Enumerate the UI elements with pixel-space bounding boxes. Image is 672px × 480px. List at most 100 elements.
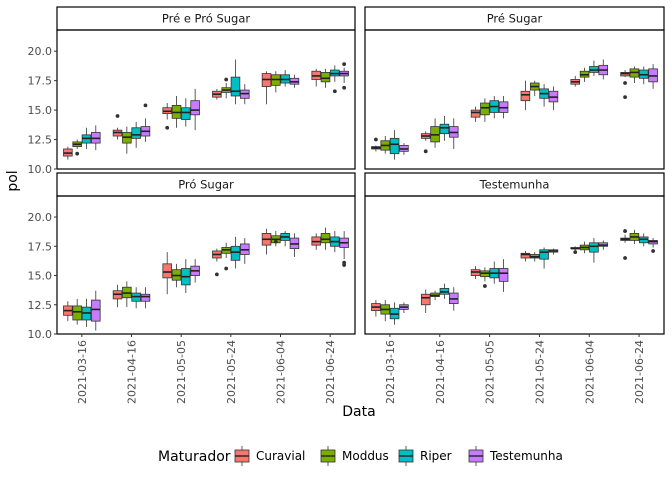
panel-border (364, 195, 665, 335)
box-iqr (420, 293, 431, 306)
x-tick-label: 2021-04-16 (126, 340, 139, 404)
box-curavial (162, 103, 172, 130)
box-moddus (430, 118, 440, 148)
box-riper (280, 231, 290, 247)
outlier-point (342, 62, 347, 67)
box-curavial (570, 246, 581, 255)
box-curavial (520, 80, 531, 111)
facet-panel: Pré e Pró Sugar 10.0 12.5 15.0 17.5 20.0 (28, 6, 356, 176)
box-riper (81, 298, 92, 327)
box-curavial (63, 146, 73, 160)
box-testemunha (240, 238, 250, 264)
box-riper (131, 287, 141, 309)
outlier-point (342, 85, 347, 90)
box-curavial (112, 114, 123, 140)
box-moddus (380, 136, 391, 154)
box-testemunha (339, 231, 349, 267)
box-iqr (320, 72, 331, 83)
x-tick-label: 2021-05-24 (225, 340, 238, 404)
box-curavial (620, 229, 630, 260)
outlier-point (332, 89, 337, 94)
x-tick-label: 2021-05-05 (175, 340, 188, 404)
box-curavial (371, 137, 381, 152)
box-iqr (470, 109, 481, 118)
y-tick-label: 10.0 (28, 328, 53, 341)
outlier-point (224, 77, 229, 82)
facet-strip-label: Testemunha (479, 178, 550, 192)
box-testemunha (548, 248, 559, 255)
box-iqr (72, 305, 82, 321)
facet-panel: Pró Sugar 10.0 12.5 15.0 17.5 20.0 2021-03-16 2… (28, 172, 356, 404)
outlier-point (273, 239, 278, 244)
box-iqr (589, 242, 599, 253)
box-iqr (520, 252, 531, 259)
legend-title: Maturador (158, 449, 231, 465)
box-riper (389, 130, 400, 160)
box-testemunha (140, 103, 151, 142)
box-testemunha (598, 59, 609, 80)
box-curavial (261, 228, 272, 255)
box-testemunha (399, 302, 409, 313)
y-tick-label: 12.5 (28, 134, 53, 147)
legend-label: Moddus (342, 449, 389, 463)
y-tick-label: 17.5 (28, 240, 53, 253)
box-iqr (181, 107, 191, 120)
box-moddus (72, 298, 82, 325)
outlier-point (75, 151, 80, 156)
box-riper (439, 115, 450, 141)
facet-strip-label: Pré e Pró Sugar (162, 12, 251, 26)
y-tick-label: 17.5 (28, 75, 53, 88)
box-riper (81, 127, 92, 149)
facet-panels: Pré e Pró Sugar 10.0 12.5 15.0 17.5 20.0 Pré S… (28, 6, 665, 404)
panel-border (56, 29, 356, 170)
box-riper (439, 283, 450, 299)
legend-item-testemunha: Testemunha (468, 446, 563, 466)
box-riper (589, 60, 599, 76)
outlier-point (623, 256, 627, 260)
box-testemunha (648, 238, 658, 253)
x-axis-title: Data (342, 404, 375, 420)
box-riper (230, 236, 241, 269)
box-moddus (72, 139, 82, 156)
box-moddus (380, 300, 391, 322)
box-testemunha (648, 64, 658, 89)
box-curavial (162, 252, 172, 295)
panel-border (364, 29, 665, 170)
y-tick-label: 15.0 (28, 104, 53, 117)
box-testemunha (91, 290, 101, 331)
box-curavial (470, 106, 481, 122)
facet-strip-label: Pré Sugar (487, 12, 543, 26)
box-curavial (112, 284, 123, 308)
box-testemunha (240, 84, 250, 105)
legend-item-curavial: Curavial (234, 446, 305, 466)
box-testemunha (140, 287, 151, 309)
box-moddus (122, 281, 132, 308)
y-tick-label: 12.5 (28, 299, 53, 312)
box-riper (181, 259, 191, 294)
outlier-point (224, 266, 229, 271)
outlier-point (214, 272, 219, 277)
legend: Curavial Moddus Riper Testemunha (234, 446, 563, 466)
box-moddus (320, 227, 331, 250)
outlier-point (623, 81, 627, 85)
box-iqr (480, 102, 490, 116)
box-moddus (221, 242, 231, 271)
x-tick-label: 2021-06-24 (324, 340, 337, 404)
box-curavial (63, 301, 73, 322)
box-moddus (529, 252, 540, 262)
box-curavial (420, 131, 431, 154)
outlier-point (342, 260, 347, 265)
box-moddus (480, 267, 490, 288)
box-riper (489, 95, 500, 119)
box-riper (230, 59, 241, 105)
box-moddus (579, 241, 590, 254)
outlier-point (651, 249, 655, 253)
x-tick-label: 2021-06-24 (633, 340, 646, 404)
box-testemunha (289, 74, 300, 88)
box-testemunha (91, 125, 101, 151)
y-tick-label: 15.0 (28, 270, 53, 283)
x-tick-label: 2021-03-16 (76, 340, 89, 404)
outlier-point (573, 250, 578, 255)
outlier-point (165, 125, 170, 130)
